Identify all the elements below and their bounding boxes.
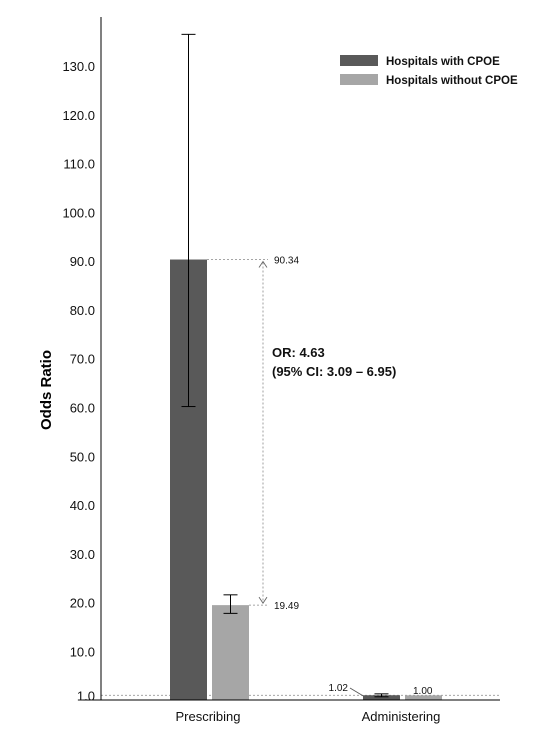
x-category-label-administering: Administering [362, 709, 441, 724]
y-tick-label: 1.0 [77, 688, 95, 703]
y-tick-label: 90.0 [70, 254, 95, 269]
y-tick-label: 120.0 [62, 108, 95, 123]
y-tick-label: 50.0 [70, 449, 95, 464]
y-tick-label: 30.0 [70, 547, 95, 562]
legend-swatch-with-cpoe [340, 55, 378, 66]
data-label-without-cpoe-administering: 1.00 [413, 686, 433, 697]
bar-without-cpoe-1 [405, 695, 442, 700]
y-tick-label: 80.0 [70, 303, 95, 318]
y-tick-label: 20.0 [70, 596, 95, 611]
annotation-or: OR: 4.63 [272, 345, 325, 360]
leader-line-administering [349, 687, 366, 698]
y-tick-label: 40.0 [70, 498, 95, 513]
bar-without-cpoe-0 [212, 605, 249, 700]
legend-label-without-cpoe: Hospitals without CPOE [386, 75, 518, 87]
arrow-head-up [258, 260, 268, 268]
data-label-with-cpoe-administering: 1.02 [329, 683, 349, 694]
bars-layer [170, 33, 442, 700]
y-axis-label: Odds Ratio [38, 350, 55, 430]
y-tick-label: 100.0 [62, 205, 95, 220]
y-tick-label: 10.0 [70, 644, 95, 659]
labels-layer: 90.34 19.49 1.02 1.00 [274, 256, 433, 697]
y-tick-label: 110.0 [63, 157, 95, 172]
legend-label-with-cpoe: Hospitals with CPOE [386, 56, 500, 68]
legend-swatch-without-cpoe [340, 74, 378, 85]
reference-layer [101, 259, 500, 698]
data-label-with-cpoe-prescribing: 90.34 [274, 256, 299, 267]
y-tick-label: 60.0 [70, 401, 95, 416]
y-tick-label: 70.0 [70, 352, 95, 367]
x-category-label-prescribing: Prescribing [175, 709, 240, 724]
annotation-ci: (95% CI: 3.09 – 6.95) [272, 364, 396, 379]
y-tick-label: 130.0 [62, 59, 95, 74]
arrow-head-down [258, 596, 268, 604]
legend: Hospitals with CPOE Hospitals without CP… [340, 55, 518, 87]
axis-layer: 1.0 10.0 20.0 30.0 40.0 50.0 60.0 70.0 80.0 90.0 1… [62, 17, 500, 724]
data-label-without-cpoe-prescribing: 19.49 [274, 601, 299, 612]
bar-with-cpoe-1 [363, 695, 400, 700]
